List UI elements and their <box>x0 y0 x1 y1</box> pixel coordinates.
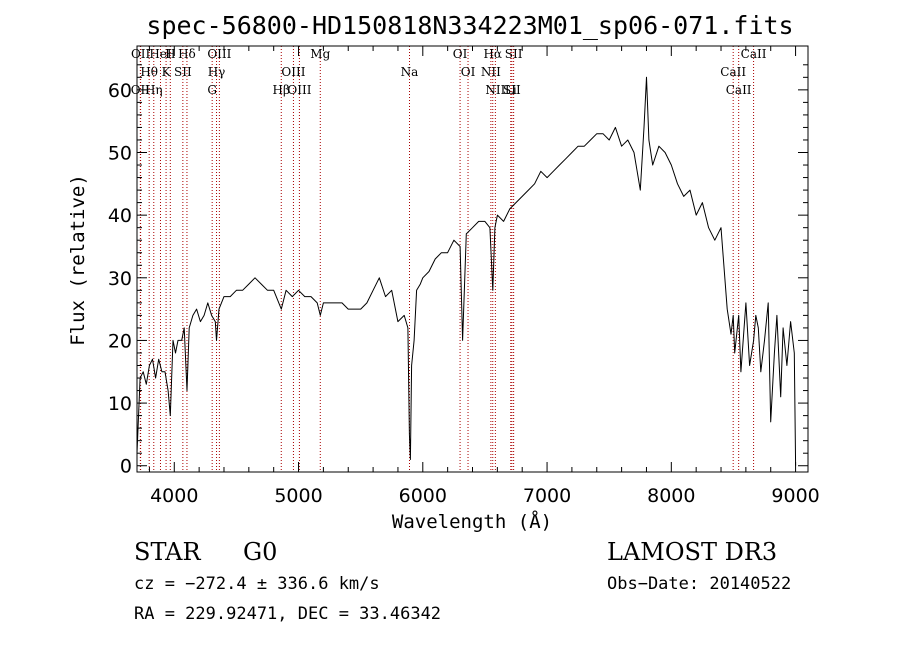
spectral-line-label: OI <box>461 65 476 79</box>
y-axis-ticks: 0 10 20 30 40 50 60 <box>108 64 808 478</box>
spectral-line-label: Mg <box>310 47 330 61</box>
spectral-line-label: Hδ <box>178 47 196 61</box>
spectral-line-label: Hθ <box>140 65 158 79</box>
x-axis-ticks: 4000 5000 6000 7000 8000 9000 <box>148 46 820 507</box>
observation-date: Obs−Date: 20140522 <box>607 574 792 594</box>
spectral-line-label: OIII <box>207 47 231 61</box>
y-tick-label: 10 <box>108 393 132 415</box>
x-tick-label: 6000 <box>399 485 447 507</box>
spectral-line-label: CaII <box>741 47 767 61</box>
x-tick-label: 9000 <box>771 485 819 507</box>
spectral-line-label: CaII <box>720 65 746 79</box>
y-tick-label: 0 <box>120 456 132 478</box>
spectral-line-label: Hβ <box>273 83 290 97</box>
spectral-line-label: SII <box>505 47 523 61</box>
spectral-line-label: OI <box>453 47 468 61</box>
y-tick-label: 40 <box>108 205 132 227</box>
spectral-line-markers <box>139 46 755 472</box>
spectral-line-label: HeI <box>149 47 172 61</box>
ra-dec-coordinates: RA = 229.92471, DEC = 33.46342 <box>134 604 442 624</box>
x-tick-label: 8000 <box>647 485 695 507</box>
spectral-line-label: G <box>207 83 217 97</box>
y-axis-label: Flux (relative) <box>67 174 89 346</box>
spectral-line-label: OIII <box>281 65 305 79</box>
x-axis-label: Wavelength (Å) <box>392 510 552 533</box>
y-tick-label: 50 <box>108 143 132 165</box>
x-tick-label: 7000 <box>523 485 571 507</box>
y-tick-label: 20 <box>108 330 132 352</box>
spectral-line-label: Hγ <box>208 65 226 79</box>
spectral-line-label: SII <box>503 83 521 97</box>
object-class: STAR <box>134 538 201 566</box>
spectral-line-label: K <box>162 65 172 79</box>
spectral-line-label: SII <box>174 65 192 79</box>
spectral-line-label: Na <box>401 65 419 79</box>
spectral-line-label: OIII <box>287 83 311 97</box>
spectral-line-label: NII <box>481 65 501 79</box>
y-tick-label: 60 <box>108 80 132 102</box>
redshift-cz: cz = −272.4 ± 336.6 km/s <box>134 574 380 594</box>
x-tick-label: 4000 <box>150 485 198 507</box>
spectral-line-label: CaII <box>726 83 752 97</box>
plot-frame <box>136 45 809 473</box>
spectral-line-label: H <box>165 47 175 61</box>
spectrum-series-line <box>136 76 797 466</box>
chart-title: spec-56800-HD150818N334223M01_sp06-071.f… <box>146 11 793 40</box>
spectral-subclass: G0 <box>243 538 278 566</box>
spectral-line-label: Hα <box>483 47 502 61</box>
spectral-line-label: OII <box>131 47 151 61</box>
series-layer <box>136 76 797 466</box>
spectral-line-label: Li <box>505 83 517 97</box>
spectral-line-label: Hη <box>145 83 163 97</box>
spectral-line-label: NII <box>485 83 505 97</box>
survey-name: LAMOST DR3 <box>607 538 778 566</box>
y-tick-label: 30 <box>108 268 132 290</box>
x-tick-label: 5000 <box>274 485 322 507</box>
